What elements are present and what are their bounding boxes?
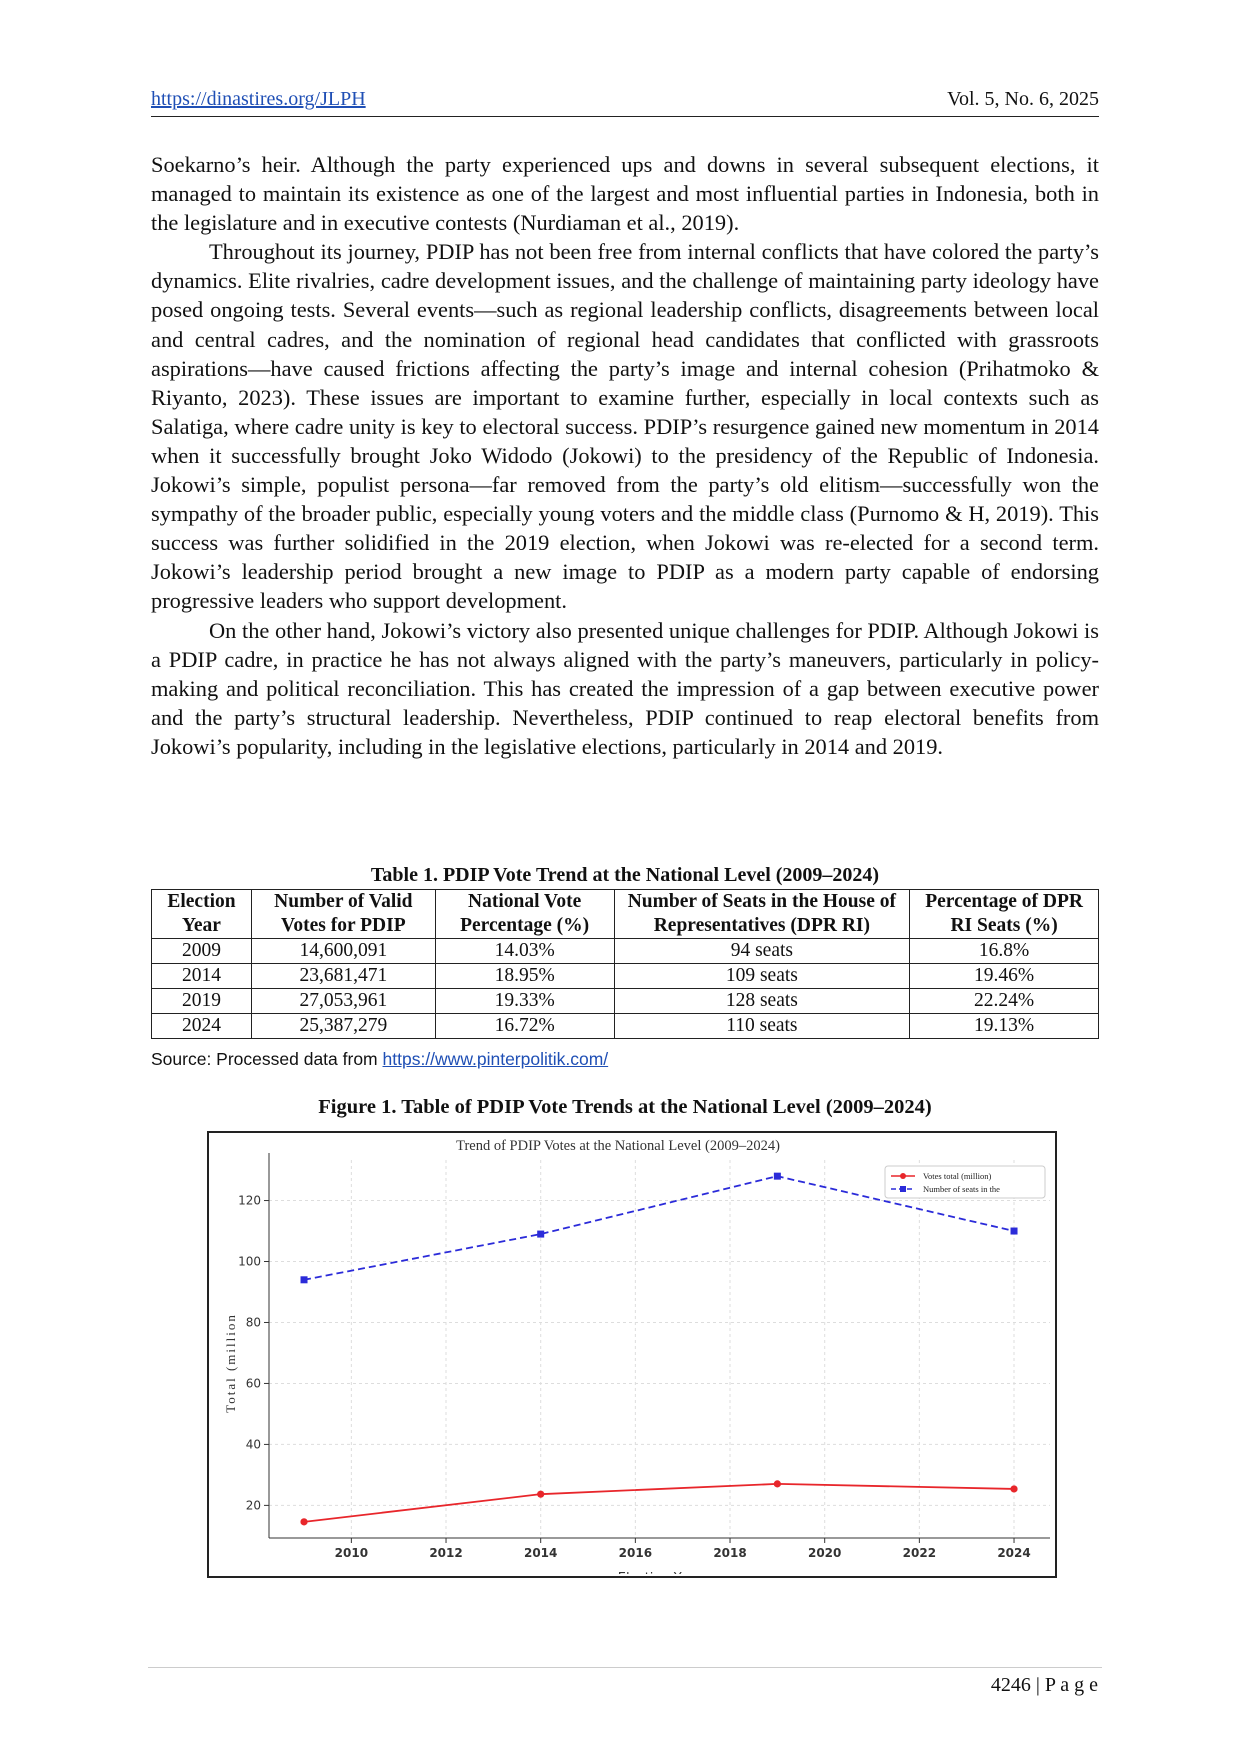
point — [773, 1172, 781, 1180]
x-tick-label: 2014 — [524, 1546, 557, 1560]
table-cell: 18.95% — [434, 963, 615, 989]
table-cell: 19.13% — [909, 1013, 1099, 1039]
table-cell: 23,681,471 — [250, 963, 436, 989]
y-tick-label: 60 — [246, 1376, 261, 1390]
table-cell: 109 seats — [613, 963, 911, 989]
y-tick-label: 80 — [246, 1315, 261, 1329]
table-cell: 19.46% — [909, 963, 1099, 989]
point — [300, 1276, 308, 1284]
legend-label: Number of seats in the — [923, 1184, 1000, 1194]
table-cell: 22.24% — [909, 988, 1099, 1014]
point — [1010, 1227, 1018, 1235]
column-header: National Vote Percentage (%) — [434, 889, 615, 939]
page-number: 4246 | P a g e — [990, 1674, 1098, 1696]
table-cell: 94 seats — [613, 938, 911, 964]
x-tick-label: 2012 — [429, 1546, 462, 1560]
table-cell: 16.72% — [434, 1013, 615, 1039]
table-caption: Table 1. PDIP Vote Trend at the National… — [370, 864, 880, 886]
table-cell: 14,600,091 — [250, 938, 436, 964]
series-line — [303, 1175, 1015, 1281]
source: Source: Processed data from https://www.… — [151, 1049, 608, 1070]
source-link[interactable]: https://www.pinterpolitik.com/ — [382, 1049, 609, 1069]
legend-marker — [900, 1173, 906, 1179]
column-header: Number of Seats in the House of Represen… — [613, 889, 911, 939]
column-header: Number of Valid Votes for PDIP — [250, 889, 436, 939]
x-tick-label: 2020 — [808, 1546, 841, 1560]
x-tick-label: 2010 — [335, 1546, 368, 1560]
y-tick-label: 100 — [238, 1255, 261, 1269]
chart-title: Trend of PDIP Votes at the National Leve… — [456, 1138, 780, 1154]
x-axis-label: Election Year — [618, 1571, 702, 1578]
x-tick-label: 2022 — [903, 1546, 936, 1560]
figure-caption: Figure 1. Table of PDIP Vote Trends at t… — [318, 1096, 932, 1118]
header: https://dinastires.org/JLPH Vol. 5, No. … — [151, 88, 1099, 117]
table-cell: 110 seats — [613, 1013, 911, 1039]
table-row: 2024 25,387,279 16.72% 110 seats 19.13% — [151, 1013, 1099, 1039]
paragraph: Soekarno’s heir. Although the party expe… — [151, 152, 1099, 236]
point — [537, 1230, 545, 1238]
x-tick-label: 2024 — [997, 1546, 1030, 1560]
column-header: Percentage of DPR RI Seats (%) — [909, 889, 1099, 939]
body-text: Soekarno’s heir. Although the party expe… — [151, 150, 1099, 761]
y-tick-label: 40 — [246, 1437, 261, 1451]
point — [1010, 1485, 1018, 1493]
legend-label: Votes total (million) — [923, 1171, 991, 1181]
data-table: Election Year Number of Valid Votes for P… — [151, 889, 1099, 1039]
series-line — [303, 1482, 1015, 1523]
chart: 20 40 60 80 100 120 2010 2012 2014 2016 2018 2020 20… — [207, 1131, 1057, 1578]
legend-box — [884, 1165, 1046, 1199]
table-cell: 25,387,279 — [250, 1013, 436, 1039]
source-text: Source: Processed data from — [151, 1049, 378, 1069]
table-cell: 2024 — [151, 1013, 252, 1039]
table-cell: 2019 — [151, 988, 252, 1014]
y-axis-label: Total (million — [223, 1313, 238, 1413]
table-cell: 2014 — [151, 963, 252, 989]
table-cell: 128 seats — [613, 988, 911, 1014]
y-tick-label: 20 — [246, 1498, 261, 1512]
paragraph: On the other hand, Jokowi’s victory also… — [151, 617, 1099, 759]
table-cell: 27,053,961 — [250, 988, 436, 1014]
y-tick-label: 120 — [238, 1194, 261, 1208]
point — [773, 1480, 781, 1488]
table-cell: 16.8% — [909, 938, 1099, 964]
legend-marker — [900, 1186, 906, 1192]
x-tick-label: 2018 — [713, 1546, 746, 1560]
point — [300, 1518, 308, 1526]
paragraph: Throughout its journey, PDIP has not bee… — [151, 239, 1099, 614]
table-row: 2019 27,053,961 19.33% 128 seats 22.24% — [151, 988, 1099, 1014]
chart-background — [209, 1133, 1055, 1576]
table-cell: 19.33% — [434, 988, 615, 1014]
volume: Vol. 5, No. 6, 2025 — [947, 88, 1099, 110]
point — [537, 1490, 545, 1498]
table-cell: 14.03% — [434, 938, 615, 964]
journal-link[interactable]: https://dinastires.org/JLPH — [151, 88, 366, 110]
x-tick-label: 2016 — [619, 1546, 652, 1560]
column-header: Election Year — [151, 889, 252, 939]
table-cell: 2009 — [151, 938, 252, 964]
footer-rule — [148, 1667, 1102, 1668]
table-row: 2009 14,600,091 14.03% 94 seats 16.8% — [151, 938, 1099, 964]
header-row: Election Year Number of Valid Votes for P… — [151, 889, 1099, 939]
table-row: 2014 23,681,471 18.95% 109 seats 19.46% — [151, 963, 1099, 989]
